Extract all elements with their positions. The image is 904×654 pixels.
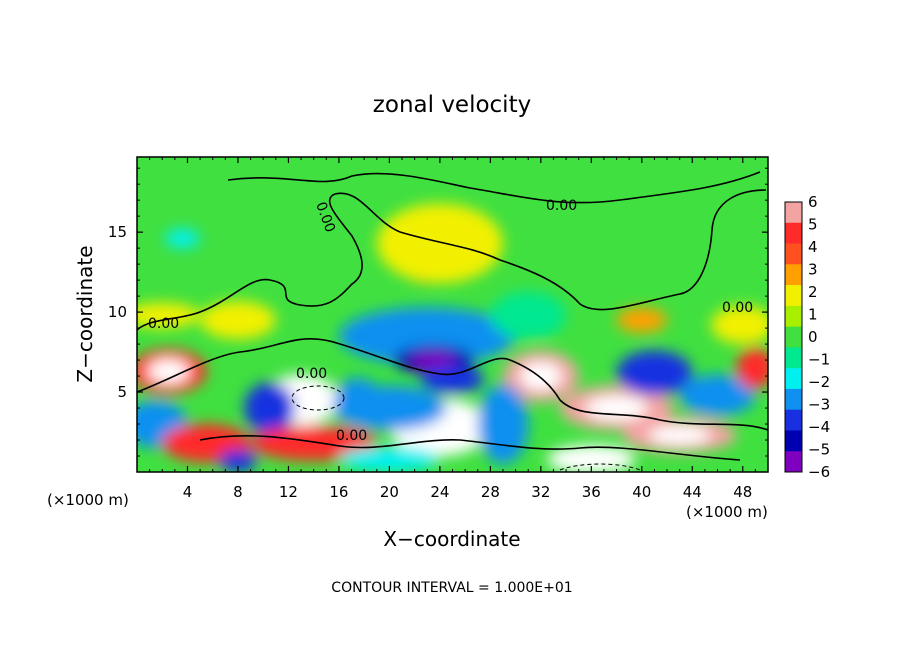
x-tick-label: 36	[582, 483, 601, 501]
contour-label: 0.00	[148, 316, 179, 332]
colorbar-label: −6	[808, 463, 830, 481]
y-tick-label: 10	[108, 303, 127, 321]
colorbar-label: −1	[808, 351, 830, 369]
contour-line-bottom	[199, 434, 741, 461]
colorbar-swatch	[785, 305, 802, 328]
x-unit-note-right: (×1000 m)	[686, 503, 768, 521]
colorbar-swatch	[785, 409, 802, 431]
x-axis-label: X−coordinate	[383, 527, 520, 551]
colorbar-swatch	[785, 347, 802, 369]
y-axis: 5 10 15	[108, 167, 768, 457]
field-blob	[616, 307, 668, 333]
field-blob	[420, 364, 485, 394]
colorbar-label: −3	[808, 396, 830, 414]
colorbar-label: 5	[808, 216, 818, 234]
field-blob	[332, 385, 447, 431]
contour-labels: 0.00 0.00 0.00 0.00 0.00 0.00	[148, 198, 753, 444]
field-blob	[244, 382, 295, 434]
field-blob-core	[520, 361, 562, 391]
contour-line-lower	[137, 337, 768, 431]
colorbar-label: 4	[808, 238, 818, 256]
x-tick-label: 32	[531, 483, 550, 501]
field-blob	[736, 347, 768, 389]
colorbar-swatch	[785, 368, 802, 390]
x-tick-label: 44	[683, 483, 702, 501]
field-blob	[616, 350, 693, 396]
colorbar-swatch	[785, 451, 802, 473]
colorbar-swatch	[785, 326, 802, 348]
colorbar-swatch	[785, 388, 802, 411]
zero-contours	[137, 171, 768, 461]
colorbar-label: 1	[808, 306, 818, 324]
x-axis: 4 8 12 16 20 24 28 32 36 40 44 48	[149, 157, 756, 501]
colorbar-frame	[784, 201, 803, 473]
colorbar-label: −4	[808, 418, 830, 436]
colorbar-label: 3	[808, 261, 818, 279]
field-blob-core	[648, 425, 711, 445]
dashed-contour-center	[291, 385, 345, 411]
contour-interval-footer: CONTOUR INTERVAL = 1.000E+01	[331, 580, 572, 596]
y-tick-label: 15	[108, 223, 127, 241]
x-tick-label: 48	[733, 483, 752, 501]
dashed-contour-bottom	[559, 463, 641, 471]
colorbar-swatch	[785, 243, 802, 265]
velocity-field	[137, 203, 768, 472]
colorbar-swatch	[785, 222, 802, 245]
contour-line-upper	[227, 171, 761, 204]
x-tick-label: 24	[430, 483, 449, 501]
dashed-contours	[291, 385, 641, 471]
plot-area	[137, 157, 768, 472]
colorbar-swatch	[785, 264, 802, 286]
field-blob	[679, 374, 756, 417]
field-blob-core	[567, 451, 616, 468]
colorbar-label: −5	[808, 441, 830, 459]
colorbar: 6 5 4 3 2 1 0 −1 −2 −3 −4 −5 −6	[784, 193, 830, 481]
field-blob	[338, 446, 440, 472]
contour-label: 0.00	[546, 198, 577, 214]
contour-label: 0.00	[722, 300, 753, 316]
field-blob	[164, 228, 201, 249]
field-blob	[376, 203, 503, 284]
x-tick-label: 16	[329, 483, 348, 501]
colorbar-label: 6	[808, 193, 818, 211]
field-blob-core	[147, 358, 190, 384]
contour-label: 0.00	[336, 428, 367, 444]
colorbar-swatch	[785, 430, 802, 452]
x-tick-label: 4	[183, 483, 193, 501]
colorbar-label: 0	[808, 328, 818, 346]
x-tick-label: 40	[632, 483, 651, 501]
colorbar-label: 2	[808, 283, 818, 301]
contour-label: 0.00	[296, 366, 327, 382]
x-unit-note-left: (×1000 m)	[47, 491, 129, 509]
field-blob	[200, 300, 276, 340]
field-blob	[477, 384, 529, 465]
field-blob	[219, 449, 257, 472]
field-blob	[338, 307, 516, 365]
field-blob	[711, 305, 768, 345]
field-blob	[490, 291, 567, 340]
contour-line-middle	[137, 189, 767, 331]
y-axis-label: Z−coordinate	[73, 245, 97, 382]
x-tick-label: 8	[233, 483, 243, 501]
field-blob-core	[411, 352, 456, 368]
x-tick-label: 12	[279, 483, 298, 501]
chart-title: zonal velocity	[373, 92, 531, 118]
x-tick-label: 20	[380, 483, 399, 501]
y-tick-label: 5	[117, 383, 127, 401]
colorbar-label: −2	[808, 373, 830, 391]
field-blob	[250, 425, 377, 461]
colorbar-swatch	[785, 285, 802, 307]
colorbar-swatch	[785, 202, 802, 224]
x-tick-label: 28	[481, 483, 500, 501]
